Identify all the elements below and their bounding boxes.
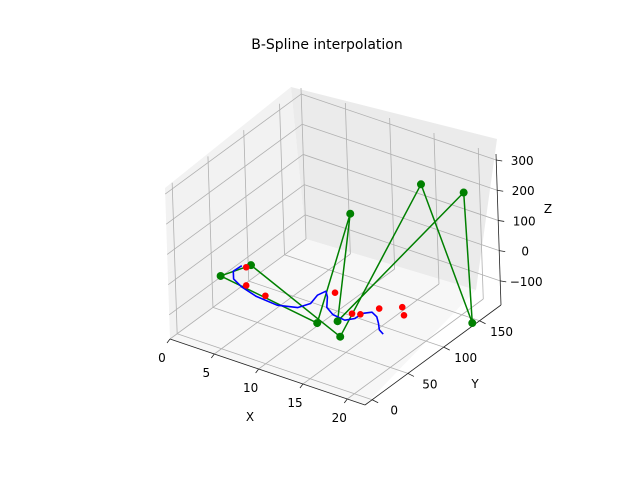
z-gridline-left [164, 93, 302, 195]
y-axis-label: Y [470, 377, 479, 391]
x-tick-label: 10 [243, 381, 258, 395]
control-point-marker [416, 180, 425, 189]
data-point-marker [262, 292, 269, 300]
z-gridline-left [168, 214, 306, 316]
x-gridline-back [477, 147, 484, 300]
y-axis-line [364, 304, 502, 406]
y-tick [407, 373, 415, 377]
data-point-marker [400, 311, 408, 319]
control-point-marker [313, 319, 322, 328]
z-gridline-back [301, 93, 497, 161]
x-gridline-back [433, 132, 440, 285]
y-gridline-left [207, 156, 214, 308]
z-gridline-back [305, 214, 501, 282]
data-point-marker [242, 282, 250, 289]
x-gridline-back [389, 117, 396, 270]
z-tick-label: 200 [512, 184, 535, 198]
z-tick [496, 159, 503, 162]
x-tick [210, 353, 215, 359]
y-tick-label: 100 [454, 351, 477, 365]
z-tick-label: −100 [510, 275, 543, 289]
control-point-marker [346, 209, 355, 218]
z-tick [497, 189, 504, 192]
data-point-marker [348, 310, 356, 317]
axes [169, 153, 502, 406]
pane-left [165, 87, 306, 339]
y-gridline-left [171, 182, 178, 334]
plot-data [216, 180, 477, 341]
y-tick [371, 399, 379, 404]
x-tick-label: 5 [202, 366, 210, 380]
control-point-marker [459, 188, 468, 197]
control-point-marker [333, 317, 342, 326]
z-tick [499, 250, 506, 253]
x-tick-label: 0 [158, 351, 166, 365]
y-tick [479, 320, 486, 325]
x-tick-label: 15 [287, 396, 302, 410]
z-tick [500, 280, 507, 283]
y-gridline-floor [177, 333, 373, 401]
z-gridline-left [166, 154, 304, 255]
z-gridline-back [303, 154, 499, 221]
x-tick [299, 383, 304, 389]
grid [164, 87, 501, 401]
y-gridline-left [279, 103, 285, 255]
x-gridline-back [300, 87, 307, 240]
z-gridline-back [302, 123, 498, 191]
control-point-marker [468, 319, 477, 328]
x-gridline-floor [214, 253, 351, 355]
x-tick [166, 338, 171, 344]
data-point-marker [375, 305, 383, 312]
data-point-marker [357, 310, 364, 318]
x-axis-line [169, 338, 366, 406]
x-gridline-floor [302, 283, 440, 385]
z-tick-label: 100 [513, 214, 536, 228]
z-axis-line [495, 153, 502, 306]
z-tick-label: 0 [521, 245, 529, 259]
control-point-marker [336, 332, 345, 341]
control-polygon-line [220, 183, 474, 338]
x-tick-label: 20 [332, 411, 347, 425]
y-tick-label: 50 [422, 377, 437, 391]
data-point-marker [398, 303, 406, 311]
z-axis-label: Z [544, 202, 552, 216]
data-point-marker [242, 263, 250, 271]
y-gridline-left [243, 130, 250, 282]
y-tick-label: 0 [390, 404, 398, 418]
x-gridline-floor [169, 238, 307, 340]
x-gridline-back [344, 102, 351, 255]
x-tick [343, 398, 348, 404]
z-tick [498, 220, 505, 222]
y-tick [443, 346, 450, 351]
chart-title: B-Spline interpolation [251, 37, 403, 53]
z-gridline-left [167, 184, 305, 285]
y-gridline-floor [284, 254, 480, 322]
y-gridline-floor [248, 280, 444, 348]
z-tick-label: 300 [511, 154, 534, 168]
control-point-marker [216, 271, 225, 280]
spline-curve-line [232, 265, 384, 335]
data-point-marker [331, 289, 339, 297]
x-axis-label: X [246, 410, 254, 424]
y-gridline-floor [212, 307, 409, 374]
x-gridline-floor [347, 298, 484, 400]
z-gridline-left [165, 123, 303, 225]
y-tick-label: 150 [490, 325, 513, 339]
x-tick [255, 368, 259, 374]
